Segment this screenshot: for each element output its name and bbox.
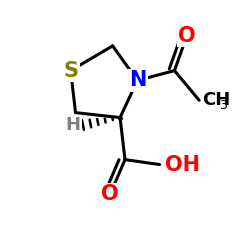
Text: O: O bbox=[101, 184, 119, 204]
Text: O: O bbox=[178, 26, 196, 46]
Text: 3: 3 bbox=[220, 99, 227, 112]
Text: S: S bbox=[63, 60, 78, 80]
Text: H: H bbox=[66, 116, 80, 134]
Text: CH: CH bbox=[202, 91, 230, 109]
Text: OH: OH bbox=[164, 154, 200, 174]
Text: N: N bbox=[129, 70, 146, 90]
